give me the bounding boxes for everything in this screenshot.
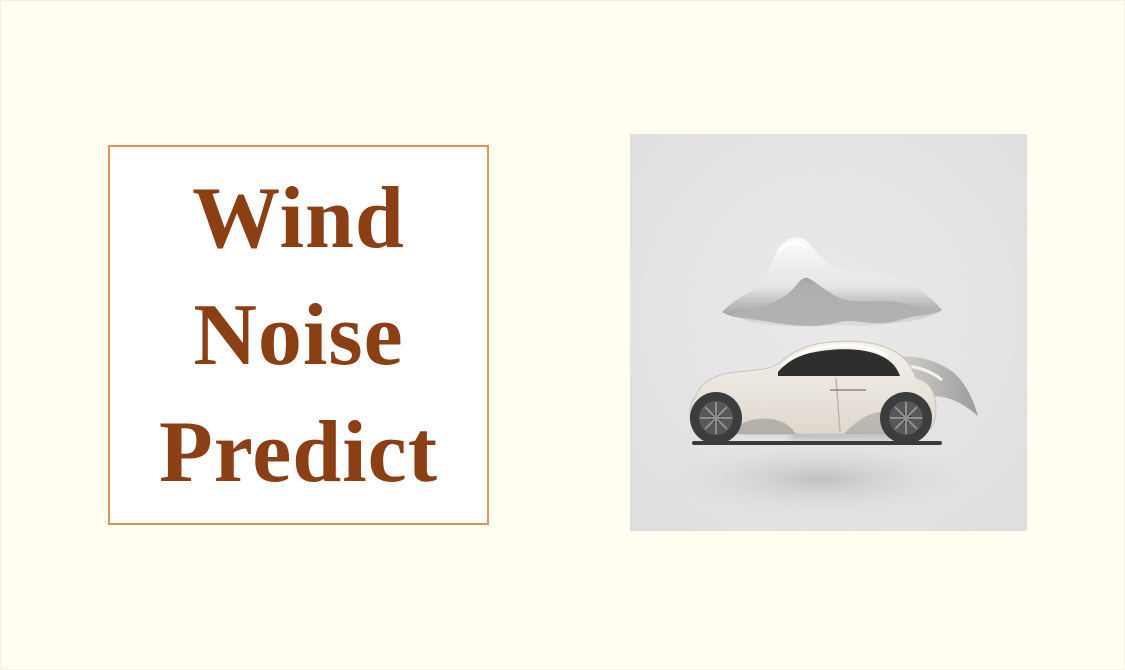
title-line-predict: Predict <box>158 403 439 501</box>
car-wind-icon <box>630 134 1027 531</box>
car-wind-illustration <box>630 134 1027 531</box>
car-icon <box>689 340 942 445</box>
front-wheel-icon <box>690 392 742 444</box>
road-line <box>692 441 942 445</box>
wind-cloud-icon <box>722 237 942 327</box>
ground-shadow <box>655 439 985 519</box>
rear-wheel-icon <box>880 392 932 444</box>
title-line-wind: Wind <box>192 169 405 267</box>
title-card: Wind Noise Predict <box>108 145 489 525</box>
title-line-noise: Noise <box>193 286 404 384</box>
